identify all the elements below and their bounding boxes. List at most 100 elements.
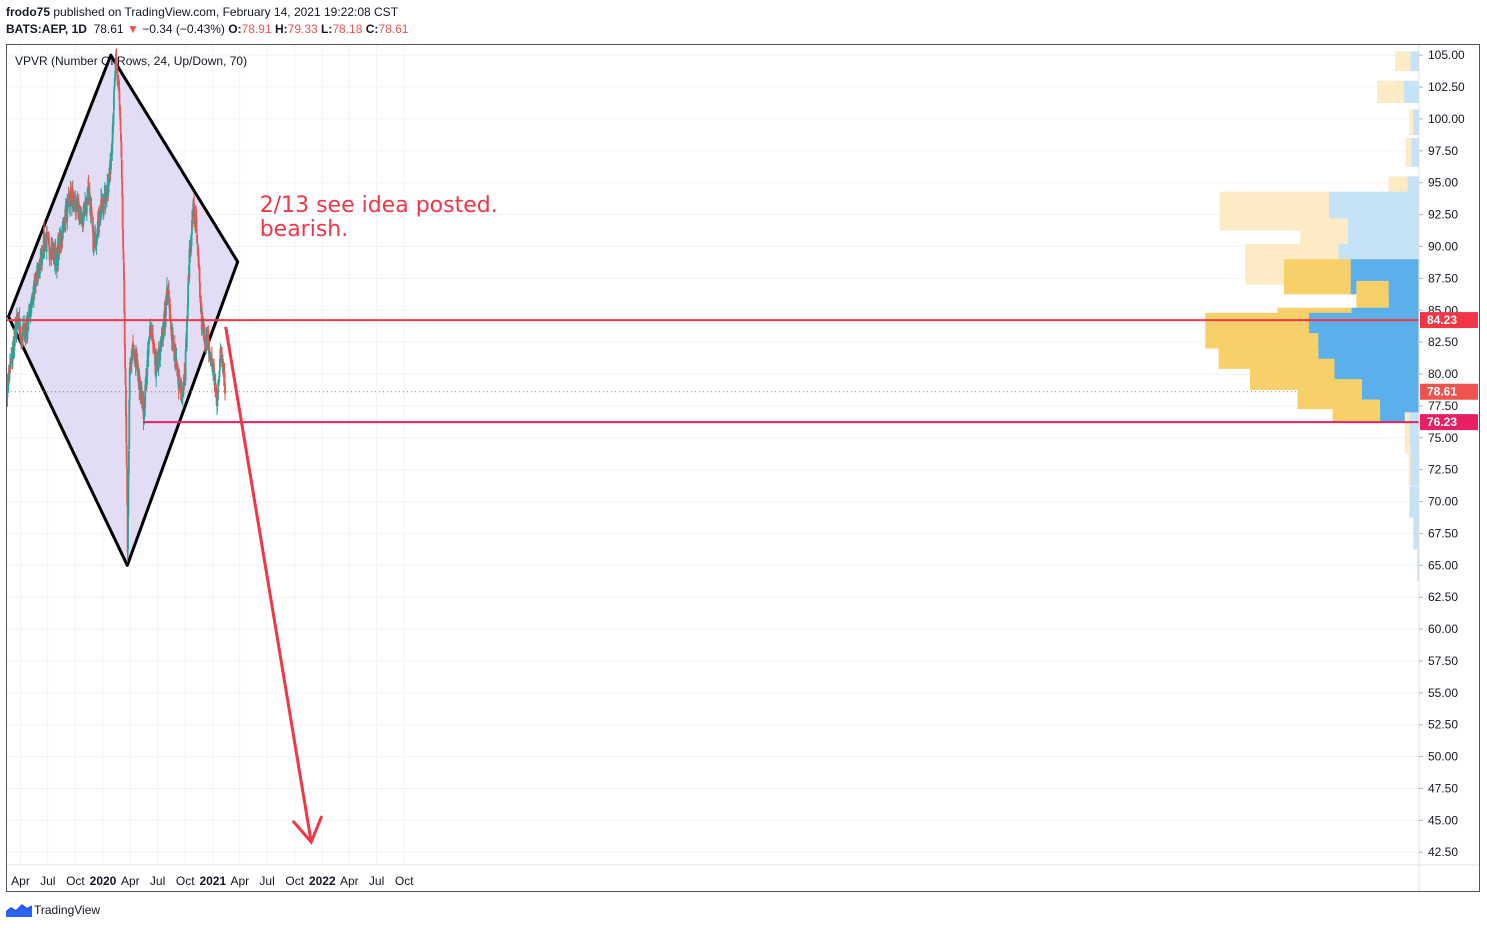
symbol-label[interactable]: BATS:AEP, 1D	[6, 22, 87, 36]
candle-body	[127, 517, 129, 550]
candle-body	[127, 450, 130, 474]
candle-body	[47, 232, 50, 240]
time-tick-label: Apr	[230, 874, 249, 888]
low-label: L:	[321, 22, 333, 36]
candle-body	[125, 444, 128, 467]
candle-body	[208, 348, 211, 352]
candle-body	[96, 236, 99, 240]
price-badge-84: 84.23	[1427, 313, 1457, 327]
time-tick-label: Apr	[11, 874, 30, 888]
tradingview-brand[interactable]: TradingView	[34, 903, 101, 917]
price-chart[interactable]: 2/13 see idea posted.bearish. VPVR (Numbe…	[7, 45, 1479, 891]
candle-body	[74, 200, 77, 208]
price-tick-label: 42.50	[1428, 845, 1458, 859]
candle-body	[165, 295, 167, 316]
candle-body	[220, 348, 223, 355]
candle-body	[98, 220, 101, 224]
volume-profile-down-bar	[1377, 80, 1404, 104]
candle-body	[217, 382, 220, 392]
candle-body	[146, 360, 149, 376]
volume-profile-up-bar	[1410, 51, 1419, 72]
volume-profile-up-bar	[1411, 138, 1419, 167]
candle-body	[126, 467, 129, 506]
candle-body	[91, 212, 93, 218]
last-price-value: 78.61	[93, 22, 124, 36]
candle-body	[178, 378, 181, 386]
author-name[interactable]: frodo75	[6, 5, 51, 19]
volume-profile-down-bar	[1284, 259, 1351, 295]
volume-profile-up-bar	[1407, 176, 1419, 199]
candle-body	[128, 399, 131, 449]
candle-body	[172, 341, 175, 344]
candle-body	[85, 203, 88, 215]
candle-body	[159, 347, 162, 360]
publish-line: frodo75 published on TradingView.com, Fe…	[6, 5, 398, 19]
indicator-label: VPVR (Number Of Rows, 24, Up/Down, 70)	[15, 54, 247, 68]
price-tick-label: 90.00	[1428, 239, 1458, 253]
annotation-text: bearish.	[260, 217, 349, 242]
time-tick-label: Jul	[259, 874, 274, 888]
candle-body	[125, 386, 127, 417]
price-change: −0.34 (−0.43%)	[142, 22, 225, 36]
time-tick-label: Oct	[395, 874, 414, 888]
time-tick-label: Oct	[66, 874, 85, 888]
close-label: C:	[365, 22, 379, 36]
candle-body	[61, 221, 64, 239]
candle-body	[175, 358, 178, 361]
candle-body	[130, 350, 133, 365]
price-tick-label: 97.50	[1428, 144, 1458, 158]
time-tick-label: Oct	[176, 874, 195, 888]
price-tick-label: 77.50	[1428, 399, 1458, 413]
candle-body	[196, 242, 199, 245]
price-tick-label: 82.50	[1428, 335, 1458, 349]
candle-body	[113, 85, 116, 91]
price-tick-label: 70.00	[1428, 495, 1458, 509]
price-tick-label: 52.50	[1428, 718, 1458, 732]
open-label: O:	[228, 22, 242, 36]
symbol-line: BATS:AEP, 1D 78.61 ▼ −0.34 (−0.43%) O: 78…	[6, 22, 408, 36]
price-tick-label: 80.00	[1428, 367, 1458, 381]
candle-body	[128, 367, 131, 401]
price-tick-label: 65.00	[1428, 558, 1458, 572]
price-tick-label: 92.50	[1428, 208, 1458, 222]
price-badge-last-bg	[1420, 383, 1478, 400]
candle-body	[120, 159, 123, 179]
low-value: 78.18	[332, 22, 363, 36]
price-tick-label: 60.00	[1428, 622, 1458, 636]
volume-profile-down-bar	[1395, 51, 1411, 72]
candle-body	[127, 471, 130, 517]
price-tick-label: 67.50	[1428, 526, 1458, 540]
candle-body	[69, 192, 72, 207]
candle-body	[119, 118, 122, 132]
tradingview-logo-icon	[6, 903, 32, 917]
candle-body	[199, 282, 201, 299]
candle-body	[190, 237, 193, 247]
volume-profile-up-bar	[1410, 444, 1419, 486]
candle-body	[185, 318, 188, 348]
volume-profile-up-bar	[1413, 109, 1419, 135]
price-tick-label: 95.00	[1428, 176, 1458, 190]
time-tick-label: Apr	[121, 874, 140, 888]
price-badge-76-bg	[1420, 414, 1478, 431]
down-triangle-icon: ▼	[126, 22, 139, 36]
time-tick-label: Jul	[150, 874, 165, 888]
candle-body	[193, 202, 195, 217]
candle-body	[124, 344, 126, 369]
publish-info: published on TradingView.com, February 1…	[53, 5, 399, 19]
diamond-pattern	[7, 53, 240, 567]
price-tick-label: 55.00	[1428, 686, 1458, 700]
candle-body	[215, 385, 218, 396]
time-tick-label: 2020	[90, 874, 117, 888]
candle-body	[29, 308, 32, 319]
candle-body	[177, 367, 180, 385]
volume-profile-up-bar	[1413, 517, 1419, 550]
candle-body	[144, 384, 147, 408]
candle-body	[66, 201, 69, 221]
candle-body	[97, 210, 100, 226]
candle-body	[31, 295, 34, 305]
candle-body	[138, 370, 141, 390]
candle-body	[118, 103, 121, 109]
candle-body	[219, 358, 221, 370]
candle-body	[99, 211, 102, 217]
candle-body	[9, 360, 12, 362]
